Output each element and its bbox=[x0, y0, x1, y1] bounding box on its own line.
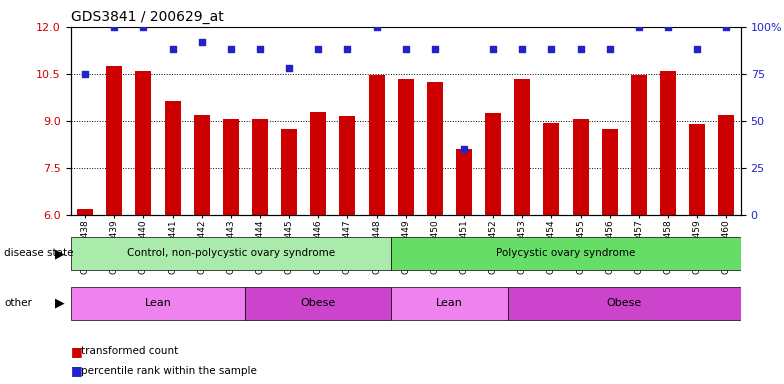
Point bbox=[166, 46, 179, 53]
Text: transformed count: transformed count bbox=[81, 346, 178, 356]
Bar bbox=[71, 237, 391, 270]
Bar bbox=[310, 111, 326, 215]
Bar bbox=[718, 115, 735, 215]
Point bbox=[224, 46, 237, 53]
Text: ▶: ▶ bbox=[55, 297, 64, 310]
Point bbox=[662, 24, 674, 30]
Bar bbox=[391, 287, 508, 320]
Bar bbox=[165, 101, 180, 215]
Bar bbox=[223, 119, 239, 215]
Point bbox=[720, 24, 732, 30]
Bar bbox=[485, 113, 501, 215]
Point bbox=[312, 46, 325, 53]
Text: GDS3841 / 200629_at: GDS3841 / 200629_at bbox=[71, 10, 223, 25]
Point bbox=[604, 46, 616, 53]
Bar bbox=[514, 79, 530, 215]
Text: Lean: Lean bbox=[144, 298, 172, 308]
Bar bbox=[245, 287, 391, 320]
Point bbox=[458, 146, 470, 152]
Bar bbox=[71, 287, 245, 320]
Point bbox=[195, 39, 208, 45]
Bar bbox=[572, 119, 589, 215]
Bar bbox=[368, 76, 385, 215]
Text: percentile rank within the sample: percentile rank within the sample bbox=[81, 366, 256, 376]
Point bbox=[633, 24, 645, 30]
Text: ■: ■ bbox=[71, 364, 82, 377]
Text: other: other bbox=[4, 298, 32, 308]
Point bbox=[283, 65, 296, 71]
Point bbox=[399, 46, 412, 53]
Bar bbox=[194, 115, 210, 215]
Point bbox=[575, 46, 587, 53]
Bar bbox=[77, 209, 93, 215]
Text: Polycystic ovary syndrome: Polycystic ovary syndrome bbox=[496, 248, 636, 258]
Point bbox=[429, 46, 441, 53]
Bar bbox=[631, 76, 647, 215]
Point bbox=[691, 46, 703, 53]
Bar bbox=[456, 149, 472, 215]
Point bbox=[79, 71, 92, 77]
Bar bbox=[391, 237, 741, 270]
Bar bbox=[397, 79, 414, 215]
Point bbox=[545, 46, 557, 53]
Text: disease state: disease state bbox=[4, 248, 74, 258]
Point bbox=[516, 46, 528, 53]
Bar bbox=[252, 119, 268, 215]
Bar bbox=[508, 287, 741, 320]
Bar bbox=[601, 129, 618, 215]
Bar bbox=[689, 124, 705, 215]
Text: ▶: ▶ bbox=[55, 247, 64, 260]
Text: Control, non-polycystic ovary syndrome: Control, non-polycystic ovary syndrome bbox=[127, 248, 335, 258]
Text: Obese: Obese bbox=[607, 298, 642, 308]
Point bbox=[341, 46, 354, 53]
Text: Obese: Obese bbox=[300, 298, 336, 308]
Bar bbox=[136, 71, 151, 215]
Bar bbox=[426, 82, 443, 215]
Text: ■: ■ bbox=[71, 345, 82, 358]
Point bbox=[370, 24, 383, 30]
Point bbox=[108, 24, 121, 30]
Bar bbox=[339, 116, 355, 215]
Bar bbox=[543, 122, 560, 215]
Point bbox=[254, 46, 267, 53]
Bar bbox=[660, 71, 676, 215]
Text: Lean: Lean bbox=[436, 298, 463, 308]
Bar bbox=[107, 66, 122, 215]
Point bbox=[487, 46, 499, 53]
Bar bbox=[281, 129, 297, 215]
Point bbox=[137, 24, 150, 30]
